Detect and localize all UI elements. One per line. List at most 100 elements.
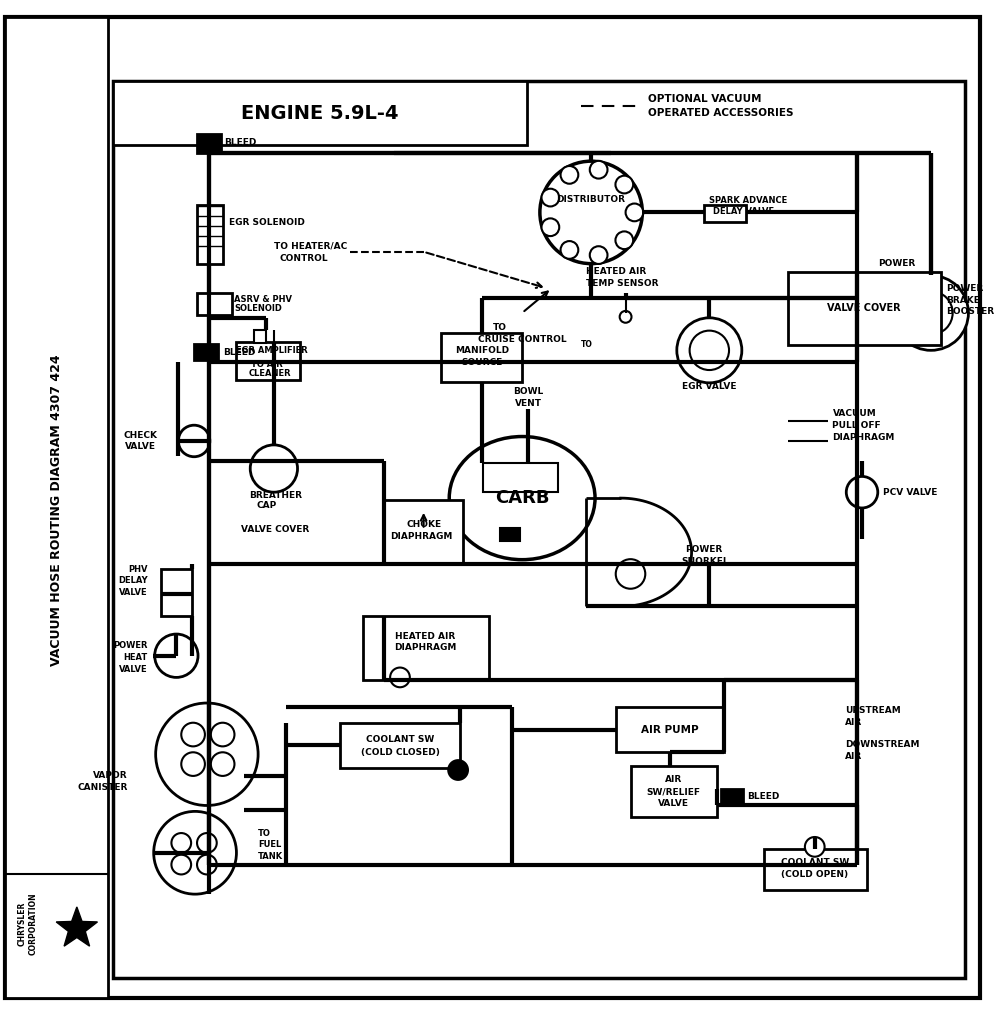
Bar bbox=[631, 766, 717, 817]
Text: COOLANT SW: COOLANT SW bbox=[366, 735, 434, 744]
Bar bbox=[197, 204, 223, 264]
Bar bbox=[483, 463, 558, 492]
Text: CHOKE: CHOKE bbox=[406, 520, 441, 529]
Circle shape bbox=[626, 204, 643, 221]
Text: VAPOR: VAPOR bbox=[93, 772, 128, 781]
Text: AIR: AIR bbox=[845, 751, 863, 761]
Circle shape bbox=[846, 477, 878, 508]
Text: TO: TO bbox=[581, 340, 593, 348]
Text: TO: TO bbox=[258, 828, 271, 837]
Circle shape bbox=[590, 246, 607, 264]
Circle shape bbox=[616, 560, 645, 589]
Text: SOURCE: SOURCE bbox=[461, 358, 502, 367]
Bar bbox=[616, 707, 724, 752]
Circle shape bbox=[156, 703, 258, 806]
Text: BLEED: BLEED bbox=[747, 792, 779, 801]
Bar bbox=[721, 789, 743, 805]
Circle shape bbox=[390, 668, 410, 687]
Bar bbox=[788, 272, 941, 345]
Bar bbox=[363, 616, 489, 681]
Text: (COLD OPEN): (COLD OPEN) bbox=[781, 870, 848, 879]
Text: POWER: POWER bbox=[878, 260, 915, 268]
Text: BOWL: BOWL bbox=[513, 387, 543, 396]
Bar bbox=[764, 848, 867, 890]
Text: POWER: POWER bbox=[685, 544, 722, 553]
Text: SOLENOID: SOLENOID bbox=[234, 304, 282, 313]
Text: CAP: CAP bbox=[256, 502, 276, 510]
Bar bbox=[340, 723, 460, 768]
Text: BLEED: BLEED bbox=[225, 138, 257, 147]
Text: CHRYSLER
CORPORATION: CHRYSLER CORPORATION bbox=[18, 893, 37, 955]
Text: EGR AMPLIFIER: EGR AMPLIFIER bbox=[236, 345, 308, 355]
Circle shape bbox=[894, 276, 968, 350]
Circle shape bbox=[909, 291, 953, 334]
Text: AIR PUMP: AIR PUMP bbox=[641, 724, 699, 734]
Text: VALVE: VALVE bbox=[119, 665, 148, 674]
Text: POWER: POWER bbox=[946, 284, 983, 293]
Bar bbox=[5, 17, 108, 998]
Text: VALVE: VALVE bbox=[658, 799, 689, 808]
Text: CHECK: CHECK bbox=[123, 430, 157, 439]
Bar bbox=[161, 569, 192, 616]
Circle shape bbox=[690, 330, 729, 370]
Text: VALVE: VALVE bbox=[125, 442, 156, 451]
Text: TO AIR: TO AIR bbox=[251, 360, 283, 369]
Text: ASRV & PHV: ASRV & PHV bbox=[234, 295, 292, 304]
Text: DELAY VALVE: DELAY VALVE bbox=[713, 207, 774, 216]
Circle shape bbox=[620, 311, 631, 323]
Text: VENT: VENT bbox=[515, 399, 542, 408]
Bar bbox=[113, 82, 965, 978]
Text: VACUUM HOSE ROUTING DIAGRAM 4307 424: VACUUM HOSE ROUTING DIAGRAM 4307 424 bbox=[50, 355, 63, 666]
Circle shape bbox=[590, 161, 607, 179]
Circle shape bbox=[561, 241, 578, 259]
Circle shape bbox=[677, 318, 742, 383]
Text: CANISTER: CANISTER bbox=[78, 783, 128, 792]
Bar bbox=[384, 500, 463, 565]
Bar bbox=[197, 293, 232, 315]
Circle shape bbox=[171, 833, 191, 852]
Text: POWER: POWER bbox=[113, 641, 148, 650]
Text: CRUISE CONTROL: CRUISE CONTROL bbox=[478, 335, 566, 344]
Text: CARB: CARB bbox=[495, 489, 549, 507]
Text: ENGINE 5.9L-4: ENGINE 5.9L-4 bbox=[241, 104, 399, 123]
Text: PCV VALVE: PCV VALVE bbox=[883, 488, 937, 497]
Text: DIAPHRAGM: DIAPHRAGM bbox=[832, 432, 895, 441]
Circle shape bbox=[615, 176, 633, 193]
Text: VALVE COVER: VALVE COVER bbox=[241, 525, 310, 534]
Text: TO: TO bbox=[493, 323, 507, 332]
Text: OPTIONAL VACUUM: OPTIONAL VACUUM bbox=[648, 94, 762, 104]
Text: OPERATED ACCESSORIES: OPERATED ACCESSORIES bbox=[648, 108, 794, 118]
Text: MANIFOLD: MANIFOLD bbox=[455, 345, 509, 355]
Ellipse shape bbox=[449, 436, 595, 560]
Circle shape bbox=[211, 752, 234, 776]
Circle shape bbox=[542, 218, 559, 236]
Text: DIAPHRAGM: DIAPHRAGM bbox=[394, 643, 457, 652]
Text: AIR: AIR bbox=[845, 718, 863, 727]
Text: EGR VALVE: EGR VALVE bbox=[682, 382, 737, 391]
Circle shape bbox=[154, 811, 236, 894]
Text: DISTRIBUTOR: DISTRIBUTOR bbox=[557, 195, 626, 204]
Circle shape bbox=[197, 833, 217, 852]
Bar bbox=[704, 204, 746, 222]
Circle shape bbox=[615, 231, 633, 249]
Text: HEAT: HEAT bbox=[124, 653, 148, 663]
Circle shape bbox=[178, 425, 210, 457]
Text: TO HEATER/AC: TO HEATER/AC bbox=[274, 241, 347, 250]
Text: FUEL: FUEL bbox=[258, 840, 281, 849]
Circle shape bbox=[540, 162, 642, 264]
Circle shape bbox=[171, 854, 191, 875]
Circle shape bbox=[542, 189, 559, 206]
Circle shape bbox=[197, 854, 217, 875]
Text: DIAPHRAGM: DIAPHRAGM bbox=[390, 532, 453, 541]
Bar bbox=[441, 332, 522, 382]
Text: EGR SOLENOID: EGR SOLENOID bbox=[229, 218, 304, 227]
Circle shape bbox=[181, 752, 205, 776]
Circle shape bbox=[448, 761, 468, 780]
Text: SNORKEL: SNORKEL bbox=[682, 557, 729, 566]
Circle shape bbox=[805, 837, 825, 856]
Text: SPARK ADVANCE: SPARK ADVANCE bbox=[709, 196, 788, 205]
Text: DOWNSTREAM: DOWNSTREAM bbox=[845, 740, 920, 748]
Text: HEATED AIR: HEATED AIR bbox=[586, 267, 646, 276]
Text: VACUUM: VACUUM bbox=[832, 409, 876, 418]
Bar bbox=[197, 133, 221, 154]
